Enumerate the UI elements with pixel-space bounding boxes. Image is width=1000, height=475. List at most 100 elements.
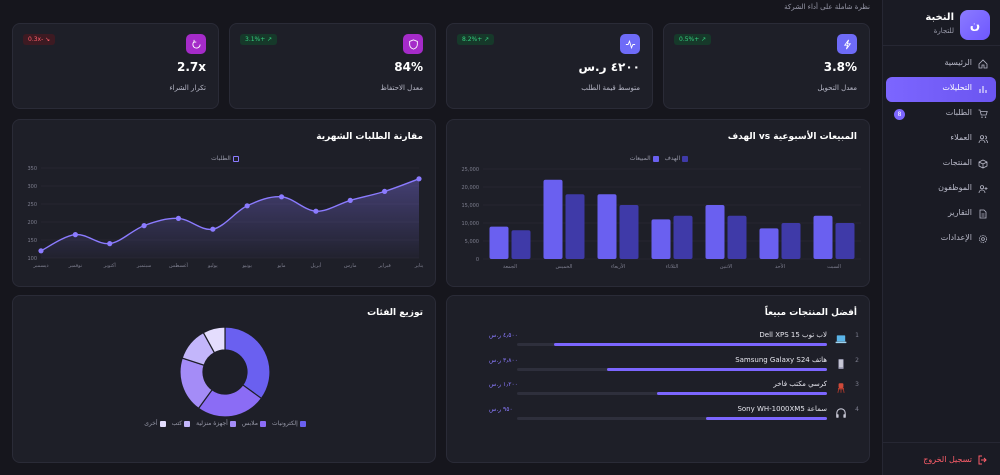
sidebar-item-7[interactable]: الإعدادات (882, 227, 1000, 252)
product-progress-track (517, 392, 827, 395)
bar-sales[interactable] (489, 226, 509, 259)
bar-sales[interactable] (597, 194, 617, 259)
series-line (40, 178, 420, 252)
bar-target[interactable] (727, 215, 747, 259)
brand-name: النخبة (925, 12, 954, 23)
legend-item[interactable]: كتب (172, 420, 191, 427)
data-point[interactable] (416, 176, 422, 182)
y-tick-label: 10,000 (462, 221, 480, 227)
bar-target[interactable] (673, 215, 693, 259)
headphones-icon (836, 407, 846, 418)
bar-chart-icon (979, 86, 987, 93)
bar-sales[interactable] (813, 215, 833, 259)
donut-slice-4[interactable] (202, 326, 226, 354)
sidebar-item-4[interactable]: المنتجات (882, 152, 1000, 177)
logout-icon (978, 455, 987, 465)
product-row[interactable]: 2 هاتف Samsung Galaxy S24 ٣٫٨٠٠ ر.س (489, 355, 859, 377)
sidebar-item-0[interactable]: الرئيسية (882, 52, 1000, 77)
product-rank: 3 (855, 381, 859, 388)
categories-card: توزيع الفئات إلكترونيات ملابس أجهزة منزلية… (12, 295, 436, 463)
users-icon (978, 135, 988, 144)
monthly-legend: الطلبات (13, 155, 437, 162)
legend-item[interactable]: إلكترونيات (272, 420, 306, 427)
sidebar-item-label: التقارير (947, 208, 972, 217)
data-point[interactable] (278, 194, 285, 200)
page-subtitle: نظرة شاملة على أداء الشركة (784, 3, 870, 11)
sidebar-item-6[interactable]: التقارير (882, 202, 1000, 227)
legend-item[interactable]: ملابس (242, 420, 266, 427)
orders-count-badge: 8 (894, 109, 905, 120)
sidebar-nav: الرئيسية التحليلات الطلبات 8 العملاء المنتجات… (882, 52, 1000, 252)
kpi-label: متوسط قيمة الطلب (581, 84, 640, 92)
product-name: هاتف Samsung Galaxy S24 (735, 355, 827, 364)
product-progress-track (517, 416, 827, 420)
sidebar-item-label: الإعدادات (940, 233, 972, 242)
bar-target[interactable] (835, 223, 855, 259)
bar-sales[interactable] (651, 219, 671, 259)
product-price: ١٫٢٠٠ ر.س (489, 381, 518, 388)
data-point[interactable] (107, 241, 113, 247)
sidebar-item-3[interactable]: العملاء (882, 127, 1000, 152)
sidebar: ن النخبة للتجارة الرئيسية التحليلات الطلبا… (882, 0, 1000, 475)
legend-swatch (232, 155, 239, 162)
product-row[interactable]: 3 كرسي مكتب فاخر ١٫٢٠٠ ر.س (489, 379, 859, 401)
legend-item[interactable]: المبيعات (630, 155, 659, 162)
kpi-value: 2.7x (177, 60, 206, 74)
kpi-card-0[interactable]: 0.5%+ ↗ 3.8% معدل التحويل (663, 23, 870, 109)
bar-target[interactable] (511, 230, 531, 259)
sidebar-item-2[interactable]: الطلبات 8 (882, 102, 1000, 127)
donut-slice-0[interactable] (224, 326, 271, 400)
product-name: لاب توب Dell XPS 15 (759, 331, 827, 339)
data-point[interactable] (244, 203, 250, 209)
legend-item[interactable]: الهدف (665, 155, 689, 162)
legend-swatch (652, 155, 659, 162)
data-point[interactable] (175, 215, 182, 221)
data-point[interactable] (382, 188, 388, 194)
brand[interactable]: ن النخبة للتجارة (892, 10, 990, 40)
bar-sales[interactable] (705, 205, 725, 259)
product-progress-fill (656, 392, 827, 395)
data-point[interactable] (38, 248, 44, 254)
chair-icon (837, 383, 845, 393)
brand-subtitle: للتجارة (933, 27, 954, 35)
logout-label: تسجيل الخروج (923, 455, 972, 464)
x-tick-label: يونيو (241, 263, 252, 269)
legend-item[interactable]: أخرى (144, 420, 166, 427)
monthly-orders-card: مقارنة الطلبات الشهرية الطلبات 100 150 200… (12, 119, 436, 287)
data-point[interactable] (141, 223, 147, 229)
kpi-card-3[interactable]: 0.3x- ↘ 2.7x تكرار الشراء (12, 23, 219, 109)
y-tick-label: 250 (27, 202, 37, 208)
user-plus-icon (978, 185, 988, 194)
data-point[interactable] (72, 232, 78, 238)
bar-sales[interactable] (759, 228, 779, 259)
bar-target[interactable] (619, 205, 639, 259)
kpi-icon-box (837, 34, 857, 54)
x-tick-label: الجمعة (503, 264, 517, 270)
bar-target[interactable] (781, 223, 801, 259)
legend-item[interactable]: الطلبات (211, 155, 239, 162)
product-price: ٩٥٠ ر.س (489, 405, 513, 413)
sidebar-item-label: المنتجات (942, 158, 972, 167)
bar-sales[interactable] (543, 179, 563, 259)
lightning-icon (843, 39, 851, 49)
legend-label: ملابس (241, 420, 258, 427)
product-row[interactable]: 1 لاب توب Dell XPS 15 ٤٫٥٠٠ ر.س (489, 330, 859, 352)
legend-swatch (229, 420, 236, 427)
legend-label: أخرى (144, 420, 158, 427)
product-progress-fill (706, 416, 827, 420)
sidebar-item-5[interactable]: الموظفون (882, 177, 1000, 202)
bar-target[interactable] (565, 194, 585, 259)
sidebar-item-1[interactable]: التحليلات (886, 77, 996, 102)
sidebar-item-label: الطلبات (945, 108, 972, 117)
data-point[interactable] (347, 197, 353, 203)
data-point[interactable] (313, 208, 319, 214)
data-point[interactable] (210, 226, 216, 232)
kpi-card-1[interactable]: 8.2%+ ↗ ٤٢٠٠ ر.س متوسط قيمة الطلب (446, 23, 653, 109)
sidebar-item-label: العملاء (950, 133, 972, 142)
sidebar-item-label: التحليلات (942, 83, 972, 92)
y-tick-label: 20,000 (462, 185, 480, 191)
kpi-icon-box (403, 34, 423, 54)
legend-item[interactable]: أجهزة منزلية (196, 420, 236, 427)
kpi-card-2[interactable]: 3.1%+ ↗ 84% معدل الاحتفاظ (229, 23, 436, 109)
product-row[interactable]: 4 سماعة Sony WH-1000XM5 ٩٥٠ ر.س (489, 404, 859, 426)
